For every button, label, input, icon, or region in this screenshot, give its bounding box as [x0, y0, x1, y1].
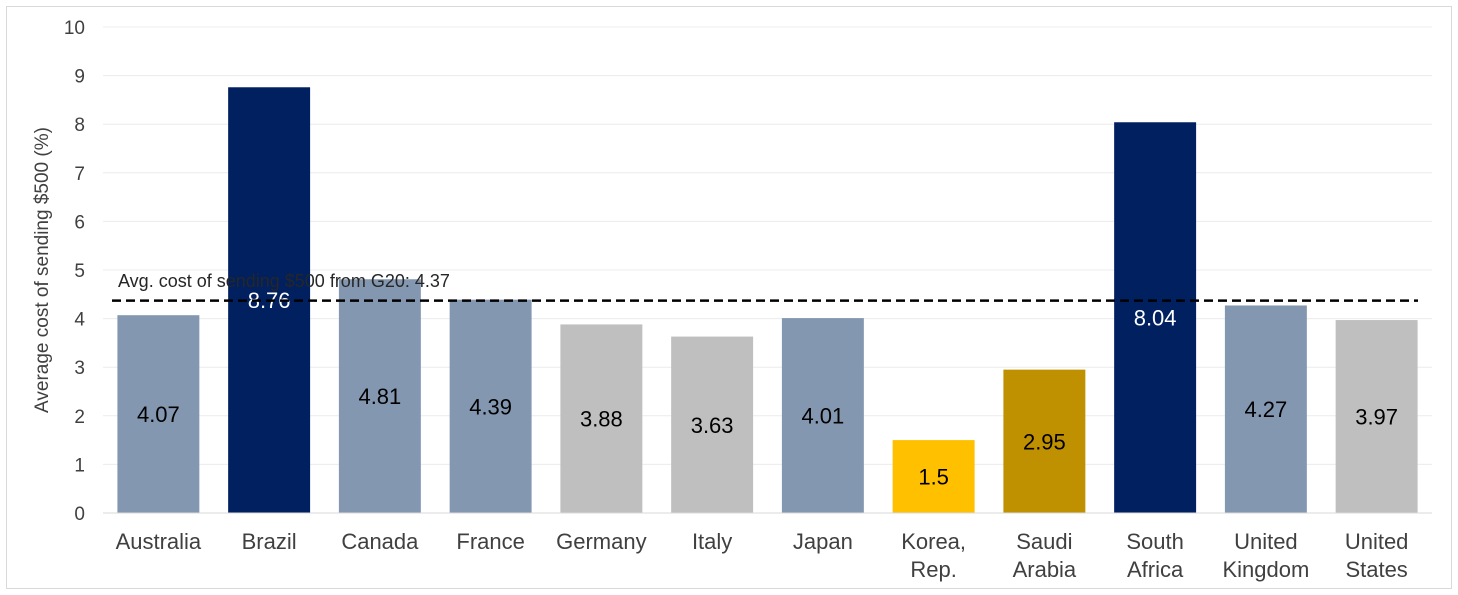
- y-tick-label: 3: [74, 358, 85, 379]
- x-tick-label: Australia: [116, 529, 202, 554]
- bar: [671, 336, 754, 513]
- y-tick-label: 5: [74, 261, 85, 282]
- data-label: 2.95: [1023, 429, 1066, 454]
- y-tick-label: 0: [74, 504, 85, 525]
- x-tick-label: Korea,: [901, 529, 966, 554]
- x-tick-label: United: [1345, 529, 1409, 554]
- x-tick-label: Germany: [556, 529, 646, 554]
- data-label: 3.88: [580, 407, 623, 432]
- bar: [338, 279, 421, 513]
- x-tick-label: Rep.: [910, 557, 956, 582]
- x-tick-label: Kingdom: [1222, 557, 1309, 582]
- x-tick-label: France: [456, 529, 524, 554]
- y-tick-label: 2: [74, 407, 85, 428]
- bar: [560, 324, 643, 513]
- y-tick-label: 6: [74, 212, 85, 233]
- y-tick-label: 7: [74, 164, 85, 185]
- x-tick-label: United: [1234, 529, 1298, 554]
- data-label: 8.04: [1134, 306, 1177, 331]
- bar: [1003, 369, 1086, 513]
- data-label: 1.5: [918, 465, 949, 490]
- x-tick-label: Africa: [1127, 557, 1184, 582]
- y-tick-label: 9: [74, 67, 85, 88]
- x-tick-label: Japan: [793, 529, 853, 554]
- x-tick-label: South: [1126, 529, 1184, 554]
- bar: [1224, 305, 1307, 513]
- x-tick-label: Saudi: [1016, 529, 1072, 554]
- x-tick-label: Arabia: [1013, 557, 1077, 582]
- bar: [1114, 122, 1197, 514]
- data-label: 3.63: [691, 413, 734, 438]
- reference-line-label: Avg. cost of sending $500 from G20: 4.37: [118, 271, 450, 291]
- y-tick-label: 10: [64, 18, 85, 39]
- bar: [892, 440, 975, 513]
- data-label: 4.07: [137, 402, 180, 427]
- y-tick-label: 1: [74, 455, 85, 476]
- y-axis-title: Average cost of sending $500 (%): [32, 127, 53, 413]
- bar: [117, 315, 200, 513]
- x-tick-label: States: [1345, 557, 1407, 582]
- y-tick-label: 4: [74, 310, 85, 331]
- data-label: 3.97: [1355, 405, 1398, 430]
- data-label: 4.39: [469, 394, 512, 419]
- data-label: 4.81: [358, 384, 401, 409]
- bar: [449, 299, 532, 513]
- x-tick-label: Italy: [692, 529, 732, 554]
- bar: [781, 318, 864, 513]
- x-tick-label: Brazil: [242, 529, 297, 554]
- data-label: 4.01: [801, 404, 844, 429]
- y-tick-label: 8: [74, 115, 85, 136]
- data-label: 4.27: [1244, 397, 1287, 422]
- bar: [1335, 320, 1418, 513]
- x-tick-label: Canada: [341, 529, 419, 554]
